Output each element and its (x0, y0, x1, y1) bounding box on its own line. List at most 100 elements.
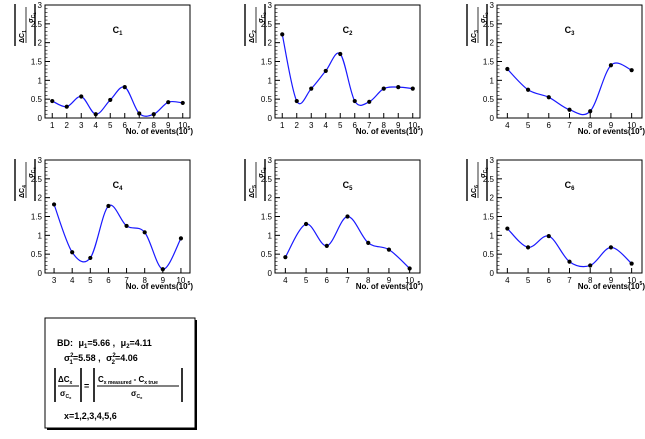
data-point (505, 66, 510, 72)
panel-title-text: C (113, 25, 120, 35)
x-tick-label: 7 (137, 121, 142, 130)
y-tick-label: 2 (38, 194, 43, 203)
x-tick-label: 1 (50, 121, 55, 130)
x-tick-label: 4 (505, 276, 510, 285)
y-tick-label: 2.5 (261, 20, 273, 29)
data-point (70, 250, 75, 255)
y-label-denominator-text: σ (480, 173, 487, 178)
y-tick-label: 1.5 (483, 58, 495, 67)
data-point (166, 100, 171, 105)
panel-title: C1 (113, 25, 124, 37)
y-tick-label: 0 (38, 269, 43, 278)
data-point (178, 236, 184, 241)
data-point (280, 32, 285, 37)
data-point (160, 267, 165, 272)
x-tick-label: 9 (609, 276, 614, 285)
info-box-shadow (195, 320, 197, 430)
y-tick-label: 3 (38, 1, 43, 10)
data-point (323, 68, 328, 74)
panel-title: C2 (343, 25, 354, 37)
x-axis-label-text: No. of events(10 (356, 282, 418, 291)
data-point (396, 85, 401, 90)
y-label-numerator: ΔC1 (19, 30, 28, 43)
data-point (122, 85, 127, 90)
formula-lhs-denominator: σCx (60, 389, 72, 400)
y-label-numerator-text: ΔC (471, 33, 478, 43)
x-axis-label: No. of events(105) (356, 281, 424, 291)
x-tick-label: 10 (405, 276, 414, 285)
data-point (88, 255, 93, 261)
x-tick-label: 4 (505, 121, 510, 130)
data-point (93, 112, 98, 117)
data-point (50, 98, 55, 104)
x-tick-label: 5 (108, 121, 113, 130)
y-tick-label: 2.5 (261, 175, 273, 184)
plot-frame (496, 4, 643, 119)
y-label-denominator: σC2 (258, 12, 267, 23)
x-tick-label: 5 (88, 276, 93, 285)
y-label-denominator: σC1 (28, 12, 37, 23)
y-tick-label: 3 (490, 156, 495, 165)
x-tick-label: 2 (295, 121, 300, 130)
formula-rhs-numerator: Cx measured - Cx true (98, 375, 158, 386)
x-axis-label-text: No. of events(10 (578, 282, 640, 291)
y-tick-label: 1.5 (261, 213, 273, 222)
x-tick-label: 7 (567, 121, 572, 130)
y-label-numerator-sub: 5 (252, 185, 258, 188)
data-point (407, 266, 412, 271)
y-tick-label: 3 (38, 156, 43, 165)
x-axis-label-text: No. of events(10 (578, 127, 640, 136)
x-tick-label: 9 (166, 121, 171, 130)
y-tick-label: 1 (490, 231, 495, 240)
data-point (309, 86, 314, 91)
x-tick-label: 8 (142, 276, 147, 285)
y-label-numerator: ΔC6 (471, 185, 480, 198)
y-tick-label: 2.5 (31, 175, 43, 184)
x-axis-label-text: No. of events(10 (126, 127, 188, 136)
data-point (386, 247, 392, 252)
y-tick-label: 0.5 (483, 250, 495, 259)
formula: ΔCx σCx = Cx measured - Cx true σCx (54, 368, 183, 402)
x-axis-label-close: ) (190, 127, 193, 136)
y-label-numerator-text: ΔC (249, 33, 256, 43)
x-tick-label: 5 (304, 276, 309, 285)
x-tick-label: 3 (309, 121, 314, 130)
data-point (505, 226, 510, 231)
panel-title-text: C (565, 25, 572, 35)
data-point (608, 245, 614, 250)
x-tick-label: 5 (526, 121, 531, 130)
y-tick-label: 0 (490, 269, 495, 278)
formula-rhs-denominator: σCx (131, 389, 143, 400)
x-tick-label: 6 (325, 276, 330, 285)
data-point (367, 99, 372, 104)
x-tick-label: 7 (567, 276, 572, 285)
y-tick-label: 2 (490, 194, 495, 203)
x-axis-label-close: ) (642, 282, 645, 291)
y-label-denominator: σC6 (480, 167, 489, 178)
x-axis-label-exponent: 5 (188, 281, 191, 287)
y-label-denominator-subsub: 1 (32, 12, 37, 15)
y-label-numerator-sub: 3 (474, 30, 480, 33)
y-label-denominator-text: σ (28, 173, 35, 178)
y-label-denominator-sub: C (483, 169, 489, 173)
y-label-denominator-subsub: 5 (262, 167, 267, 170)
series-line (281, 34, 413, 106)
x-axis-label: No. of events(105) (126, 126, 194, 136)
x-tick-label: 7 (124, 276, 129, 285)
y-label-denominator-subsub: 2 (262, 12, 267, 15)
data-point (79, 94, 84, 99)
y-label-numerator-sub: 2 (252, 30, 258, 33)
y-label-numerator-sub: 6 (474, 185, 480, 188)
panel-title-sub: 5 (349, 186, 353, 192)
x-tick-label: 10 (408, 121, 417, 130)
y-tick-label: 1.5 (31, 58, 43, 67)
plot-frame (496, 159, 643, 274)
y-tick-label: 0 (38, 114, 43, 123)
data-point (151, 112, 156, 117)
